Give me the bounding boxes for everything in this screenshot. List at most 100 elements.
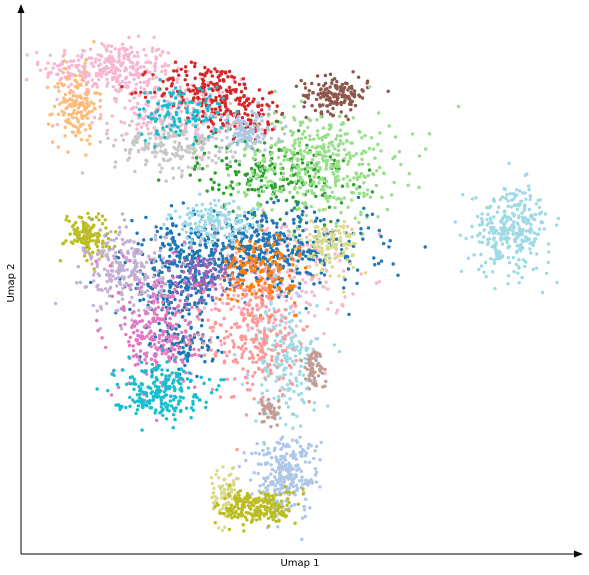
scatter-point: [372, 256, 376, 260]
scatter-point: [310, 157, 315, 162]
scatter-point: [335, 197, 339, 201]
scatter-point: [228, 265, 232, 269]
scatter-point: [359, 231, 363, 235]
scatter-point: [265, 388, 269, 393]
scatter-point: [358, 175, 362, 179]
scatter-point: [334, 229, 338, 233]
scatter-point: [515, 207, 520, 212]
scatter-point: [173, 242, 177, 247]
scatter-point: [110, 55, 114, 59]
scatter-point: [212, 180, 216, 185]
scatter-point: [254, 295, 258, 300]
scatter-point: [152, 35, 156, 39]
scatter-point: [180, 330, 184, 335]
scatter-point: [318, 96, 323, 100]
scatter-point: [392, 180, 396, 185]
scatter-point: [231, 155, 235, 159]
scatter-point: [191, 147, 195, 151]
scatter-point: [502, 233, 506, 237]
scatter-point: [512, 220, 516, 224]
scatter-point: [290, 208, 294, 213]
scatter-point: [320, 261, 324, 266]
scatter-point: [81, 64, 85, 69]
scatter-point: [114, 97, 119, 101]
scatter-point: [214, 95, 218, 100]
scatter-point: [119, 327, 124, 331]
scatter-point: [496, 231, 501, 236]
scatter-point: [63, 134, 67, 138]
scatter-point: [200, 146, 204, 151]
scatter-point: [80, 216, 84, 220]
cluster-24: [187, 261, 315, 452]
scatter-point: [492, 236, 496, 240]
scatter-point: [145, 334, 149, 338]
scatter-point: [325, 244, 329, 248]
scatter-point: [284, 211, 289, 216]
scatter-point: [236, 285, 240, 290]
scatter-point: [309, 219, 313, 223]
scatter-point: [197, 348, 201, 352]
scatter-point: [158, 53, 163, 57]
scatter-point: [269, 167, 274, 171]
scatter-point: [243, 153, 247, 158]
scatter-point: [259, 132, 264, 136]
scatter-point: [168, 338, 172, 342]
scatter-point: [225, 150, 229, 154]
cluster-16: [58, 211, 118, 271]
scatter-point: [168, 134, 172, 139]
scatter-point: [359, 172, 363, 176]
scatter-point: [221, 244, 226, 249]
scatter-point: [180, 132, 185, 137]
scatter-point: [303, 172, 308, 176]
scatter-point: [297, 254, 301, 258]
cluster-17: [53, 212, 186, 333]
scatter-point: [84, 221, 88, 226]
scatter-point: [283, 373, 287, 377]
scatter-point: [354, 171, 358, 175]
scatter-point: [90, 109, 94, 114]
scatter-point: [326, 252, 331, 257]
scatter-point: [407, 172, 411, 176]
scatter-point: [387, 245, 391, 249]
scatter-point: [257, 253, 262, 257]
scatter-point: [76, 265, 81, 269]
scatter-point: [194, 156, 199, 160]
scatter-point: [216, 238, 220, 242]
scatter-point: [109, 269, 114, 273]
scatter-point: [317, 181, 321, 185]
scatter-point: [233, 170, 238, 174]
scatter-point: [313, 314, 317, 318]
scatter-point: [370, 190, 375, 194]
scatter-point: [314, 184, 318, 189]
scatter-point: [289, 269, 293, 273]
scatter-point: [154, 225, 158, 229]
scatter-point: [289, 277, 293, 281]
scatter-point: [125, 53, 129, 58]
scatter-point: [117, 266, 121, 271]
scatter-point: [270, 162, 274, 166]
scatter-point: [165, 87, 169, 91]
scatter-point: [113, 47, 117, 51]
scatter-point: [231, 186, 235, 191]
scatter-point: [263, 281, 267, 286]
scatter-point: [148, 61, 153, 65]
scatter-point: [104, 244, 109, 248]
scatter-point: [492, 225, 496, 230]
scatter-point: [502, 187, 506, 191]
scatter-point: [157, 273, 161, 277]
scatter-point: [248, 388, 252, 392]
scatter-point: [95, 309, 100, 313]
scatter-point: [241, 133, 246, 137]
cluster-8: [137, 77, 239, 149]
scatter-point: [365, 81, 369, 85]
scatter-point: [286, 229, 291, 233]
scatter-point: [133, 248, 138, 253]
scatter-point: [103, 60, 107, 64]
scatter-point: [139, 251, 143, 255]
scatter-point: [260, 276, 264, 280]
scatter-point: [141, 107, 146, 111]
scatter-point: [217, 146, 222, 150]
scatter-point: [257, 174, 261, 178]
scatter-point: [151, 266, 155, 271]
scatter-point: [248, 239, 252, 244]
